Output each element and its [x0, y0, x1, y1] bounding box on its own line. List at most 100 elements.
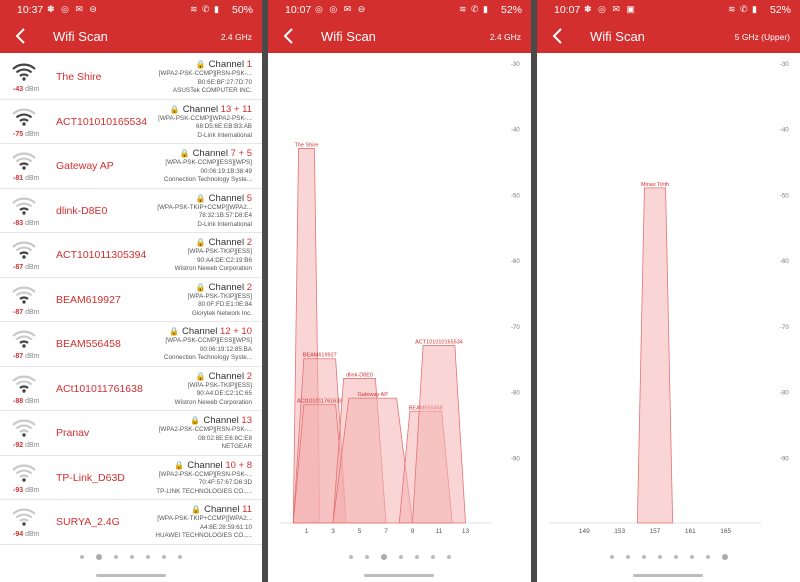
network-row[interactable]: -93 dBm TP-Link_D63D 🔒 Channel 10 + 8 [WPA2-…: [0, 456, 262, 500]
lock-icon: 🔒: [174, 460, 185, 470]
channel-info: 🔒 Channel 7 + 5: [179, 148, 252, 159]
network-row[interactable]: -94 dBm SURYA_2.4G 🔒 Channel 11 [WPA-PSK-TKI…: [0, 500, 262, 545]
network-details: 🔒 Channel 1 [WPA2-PSK-CCMP][RSN-PSK-... B0:…: [122, 59, 252, 96]
network-row[interactable]: -75 dBm ACT101010165534 🔒 Channel 13 + 11 [W…: [0, 100, 262, 144]
network-details: 🔒 Channel 10 + 8 [WPA2-PSK-CCMP][RSN-PSK-.…: [122, 460, 252, 497]
network-ssid: ACT101010165534: [56, 115, 148, 128]
network-row[interactable]: -83 dBm dlink-D8E0 🔒 Channel 5 [WPA-PSK-TKIP…: [0, 189, 262, 233]
network-ssid: ACT101011305394: [56, 249, 147, 261]
network-list-screen: 10:37 ✽ ◎ ✉ ⊖ ≋ ✆ ▮ 50% Wifi Scan 2.4 GH…: [0, 0, 262, 582]
page-dot[interactable]: [146, 554, 150, 559]
vendor-name: Wistron Neweb Corporation: [174, 398, 252, 406]
signal-strength: -92 dBm: [13, 442, 40, 449]
page-dot[interactable]: [178, 554, 182, 559]
security-info: [WPA2-PSK-CCMP][RSN-PSK-...: [158, 426, 252, 433]
back-arrow-icon[interactable]: [11, 26, 31, 46]
page-dot[interactable]: [673, 554, 678, 559]
network-details: 🔒 Channel 2 [WPA-PSK-TKIP][ESS] 90:A4:DE:C2…: [122, 237, 252, 274]
x-tick-label: 7: [384, 528, 388, 535]
signal-strength: -81 dBm: [13, 175, 40, 182]
network-label: ACT101010165534: [415, 340, 463, 346]
vendor-name: D-Link International: [197, 131, 252, 139]
page-dot-active[interactable]: [96, 553, 102, 560]
page-dot[interactable]: [114, 554, 118, 559]
wifi-signal-icon: [12, 286, 36, 304]
page-dot[interactable]: [689, 554, 694, 559]
channel-info: 🔒 Channel 2: [195, 281, 252, 293]
app-title: Wifi Scan: [590, 29, 645, 44]
page-indicator: [268, 548, 531, 560]
channel-info: 🔒 Channel 2: [195, 370, 252, 382]
network-row[interactable]: -87 dBm BEAM556458 🔒 Channel 12 + 10 [WPA-PS…: [0, 322, 262, 367]
y-tick-label: -90: [780, 456, 789, 462]
network-signal-area: [636, 187, 674, 524]
y-tick-label: -80: [511, 391, 520, 397]
page-dot[interactable]: [364, 554, 369, 559]
vendor-name: D-Link International: [197, 220, 252, 228]
vendor-name: Glorytek Network Inc.: [191, 309, 252, 317]
status-bar: 10:37 ✽ ◎ ✉ ⊖ ≋ ✆ ▮ 50%: [0, 0, 262, 20]
page-dot[interactable]: [80, 554, 84, 559]
vendor-name: Connection Technology Syste...: [163, 176, 252, 183]
page-dot[interactable]: [446, 554, 451, 559]
page-dot[interactable]: [625, 554, 630, 559]
page-dot[interactable]: [657, 554, 662, 559]
x-tick-label: 165: [720, 528, 731, 535]
x-tick-label: 149: [579, 528, 590, 535]
page-dot[interactable]: [398, 554, 403, 559]
band-label[interactable]: 5 GHz (Upper): [734, 32, 790, 42]
band-label[interactable]: 2.4 GHz: [220, 32, 252, 42]
network-row[interactable]: -43 dBm The Shire 🔒 Channel 1 [WPA2-PSK-CCMP…: [0, 55, 262, 100]
mac-address: 00:06:19:1B:38:49: [200, 167, 252, 175]
channel-info: 🔒 Channel 10 + 8: [174, 459, 252, 471]
network-ssid: dlink-D8E0: [56, 204, 108, 217]
y-tick-label: -70: [780, 325, 789, 331]
page-dot[interactable]: [641, 554, 646, 559]
network-signal-area: [292, 404, 347, 524]
home-indicator[interactable]: [633, 574, 703, 577]
network-ssid: ACt101011761638: [56, 382, 143, 395]
back-arrow-icon[interactable]: [548, 26, 568, 46]
vendor-name: HUAWEI TECHNOLOGIES CO.,...: [155, 532, 252, 539]
band-label[interactable]: 2.4 GHz: [489, 32, 521, 42]
network-row[interactable]: -87 dBm ACT101011305394 🔒 Channel 2 [WPA-PSK…: [0, 233, 262, 278]
security-info: [WPA-PSK-TKIP+CCMP][WPA2...: [157, 203, 252, 211]
network-row[interactable]: -81 dBm Gateway AP 🔒 Channel 7 + 5 [WPA-PSK-…: [0, 144, 262, 189]
status-time: 10:07: [285, 4, 312, 16]
app-bar: Wifi Scan 2.4 GHz: [0, 20, 262, 53]
lock-icon: 🔒: [191, 505, 202, 514]
security-info: [WPA-PSK-CCMP][ESS][WPS]: [165, 159, 252, 166]
x-tick-label: 11: [436, 528, 443, 535]
page-dot[interactable]: [162, 554, 166, 559]
channel-info: 🔒 Channel 11: [191, 504, 252, 515]
page-dot[interactable]: [430, 554, 435, 559]
mac-address: 78:32:1B:57:D8:E4: [198, 212, 252, 219]
home-indicator[interactable]: [364, 574, 434, 577]
page-dot-active[interactable]: [380, 553, 387, 560]
channel-info: 🔒 Channel 1: [195, 59, 252, 70]
y-tick-label: -60: [511, 259, 520, 265]
page-dot[interactable]: [414, 554, 419, 559]
vendor-name: ASUSTek COMPUTER INC.: [172, 87, 252, 94]
network-details: 🔒 Channel 7 + 5 [WPA-PSK-CCMP][ESS][WPS] 00…: [122, 148, 252, 185]
status-time: 10:37: [17, 4, 44, 16]
network-row[interactable]: -92 dBm Pranav 🔒 Channel 13 [WPA2-PSK-CCMP][…: [0, 411, 262, 456]
page-dot[interactable]: [130, 554, 134, 559]
network-row[interactable]: -88 dBm ACt101011761638 🔒 Channel 2 [WPA-PSK…: [0, 367, 262, 411]
security-info: [WPA-PSK-CCMP][ESS][WPS]: [165, 337, 252, 344]
network-row[interactable]: -87 dBm BEAM619927 🔒 Channel 2 [WPA-PSK-TKIP…: [0, 278, 262, 322]
y-tick-label: -80: [780, 391, 789, 397]
back-arrow-icon[interactable]: [279, 26, 299, 46]
channel-graph-24ghz-screen: 10:07 ◎ ◎ ✉ ⊖ ≋ ✆ ▮ 52% Wifi Scan 2.4 GH…: [268, 0, 531, 582]
page-dot[interactable]: [348, 554, 353, 559]
y-tick-label: -50: [780, 193, 789, 199]
page-dot[interactable]: [705, 554, 710, 559]
page-dot-active[interactable]: [721, 553, 728, 560]
vendor-name: TP-LINK TECHNOLOGIES CO.,...: [156, 487, 252, 495]
home-indicator[interactable]: [96, 574, 166, 577]
wifi-signal-icon: [12, 63, 36, 81]
page-indicator: [0, 548, 262, 560]
app-title: Wifi Scan: [321, 29, 376, 44]
network-ssid: BEAM556458: [56, 338, 121, 350]
page-dot[interactable]: [609, 554, 614, 559]
